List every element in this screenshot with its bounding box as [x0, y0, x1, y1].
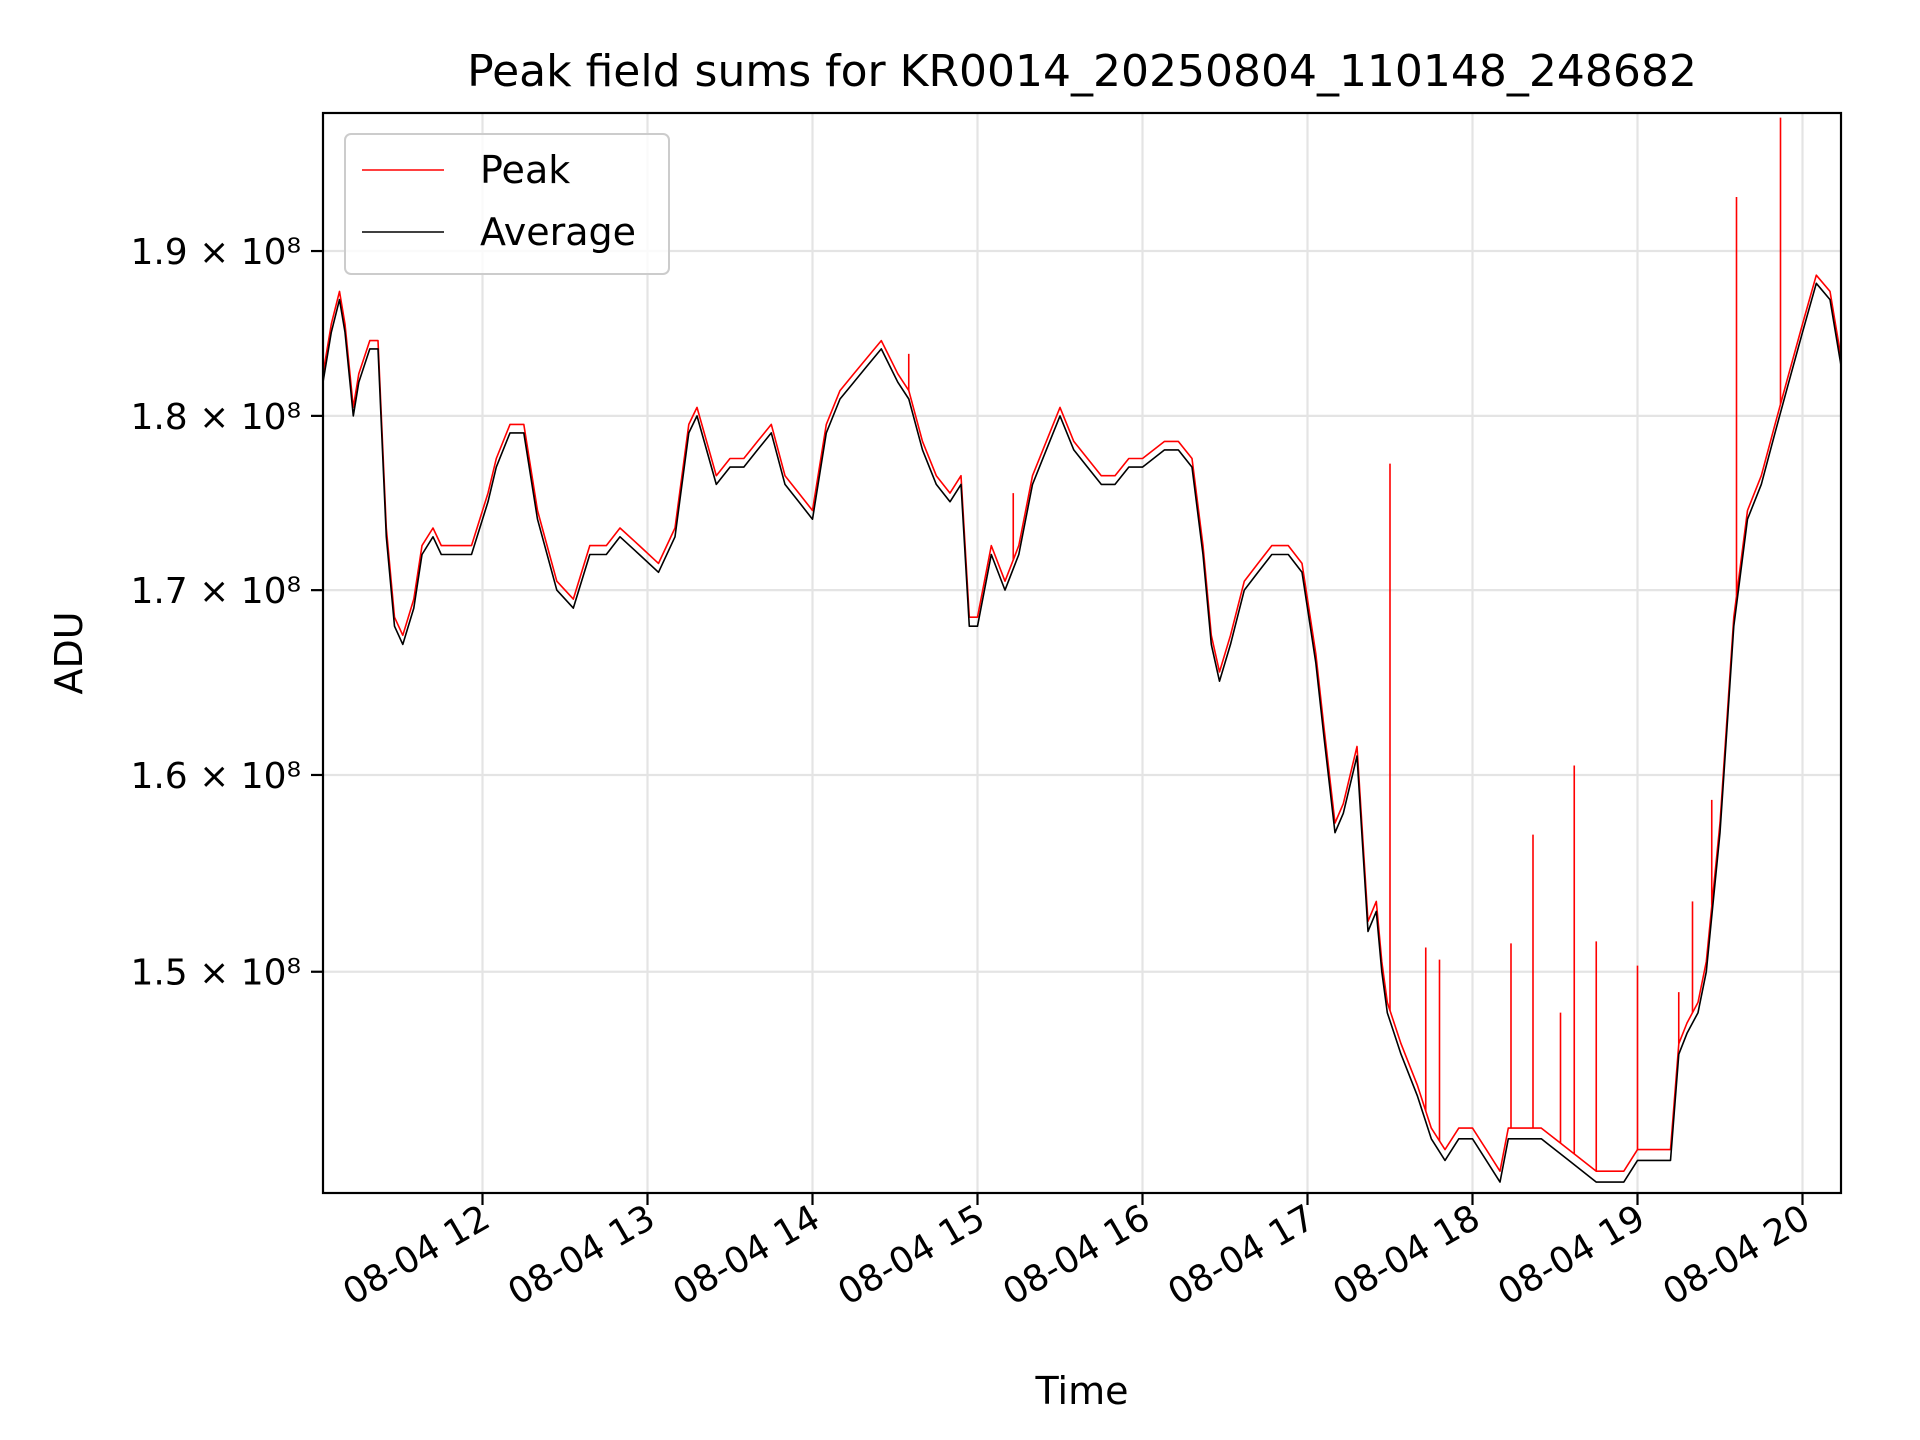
y-tick-label: 1.8 × 10⁸ [130, 397, 301, 438]
legend-label-average: Average [480, 210, 636, 254]
y-axis-ticks: 1.5 × 10⁸ 1.6 × 10⁸ 1.7 × 10⁸ 1.8 × 10⁸ 1.9 … [130, 232, 323, 994]
peak-spikes [907, 117, 1782, 1172]
series-line-average [323, 282, 1841, 1183]
grid [323, 113, 1841, 1193]
y-tick-label: 1.7 × 10⁸ [130, 571, 301, 612]
chart-title: Peak field sums for KR0014_20250804_1101… [467, 46, 1697, 97]
legend: Peak Average [344, 133, 670, 275]
series-line-peak [323, 274, 1841, 1172]
y-tick-label: 1.9 × 10⁸ [130, 232, 301, 273]
x-axis-label: Time [1035, 1369, 1129, 1413]
legend-label-peak: Peak [480, 148, 570, 192]
y-tick-label: 1.6 × 10⁸ [130, 756, 301, 797]
y-tick-label: 1.5 × 10⁸ [130, 953, 301, 994]
legend-box [344, 133, 670, 275]
plot-frame [321, 111, 1843, 1195]
y-axis-label: ADU [47, 611, 91, 694]
